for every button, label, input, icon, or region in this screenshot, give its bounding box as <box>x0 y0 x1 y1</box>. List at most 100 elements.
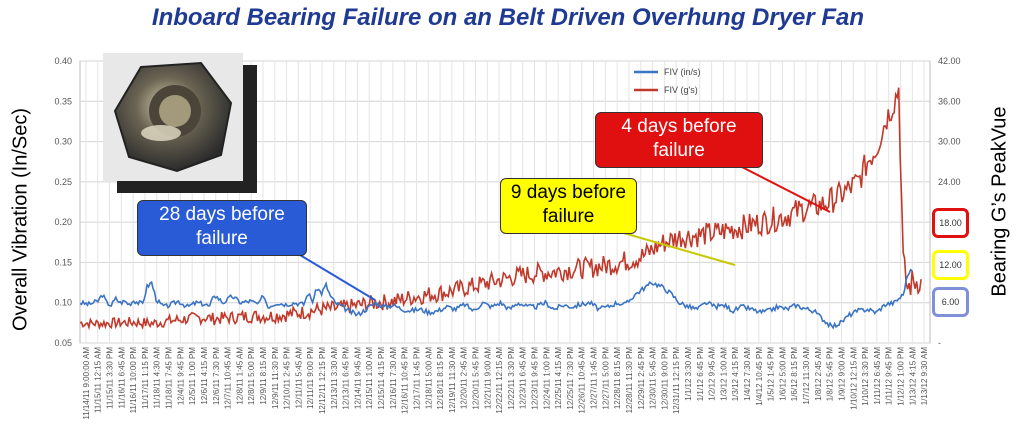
callout-28-days: 28 days before failure <box>137 200 307 256</box>
callout-9-days: 9 days before failure <box>500 178 637 234</box>
marker-18: 18.00 <box>932 208 969 238</box>
x-tick-label: 12/18/11 5:00 AM <box>424 347 433 409</box>
x-tick-label: 12/18/11 8:15 PM <box>436 347 445 410</box>
y-tick-label-right: 36.00 <box>938 96 961 106</box>
x-tick-label: 1/13/12 9:30 AM <box>920 347 929 406</box>
x-tick-label: 12/7/11 10:45 AM <box>224 347 233 409</box>
x-tick-label: 12/24/11 1:00 PM <box>542 347 551 410</box>
x-tick-label: 12/8/11 5:00 PM <box>247 347 256 405</box>
y-tick-label-left: 0.10 <box>54 298 72 308</box>
bearing-photo <box>103 53 243 181</box>
callout-pointer-4 <box>739 165 831 213</box>
x-tick-label: 1/1/12 6:45 PM <box>696 347 705 402</box>
y-tick-label-left: 0.15 <box>54 257 72 267</box>
x-tick-label: 12/28/11 8:15 AM <box>613 347 622 409</box>
x-tick-label: 11/15/11 12:15 AM <box>94 347 103 413</box>
x-tick-label: 12/29/11 2:45 PM <box>637 347 646 410</box>
x-tick-label: 1/11/12 9:45 PM <box>885 347 894 405</box>
x-tick-label: 11/14/11 9:00:00 AM <box>82 347 91 420</box>
x-tick-label: 12/16/11 10:45 PM <box>401 347 410 414</box>
x-tick-label: 12/30/11 5:45 AM <box>649 347 658 409</box>
page-title: Inboard Bearing Failure on an Belt Drive… <box>151 4 865 31</box>
x-tick-label: 1/5/12 1:45 PM <box>767 347 776 402</box>
x-tick-label: 1/2/12 9:45 AM <box>708 347 717 401</box>
series-line <box>79 268 913 330</box>
y-tick-label-left: 0.40 <box>54 56 72 66</box>
x-tick-label: 1/6/12 5:00 AM <box>778 347 787 401</box>
legend-label: FIV (g's) <box>664 85 698 95</box>
x-tick-label: 1/10/12 12:15 AM <box>849 347 858 410</box>
x-tick-label: 1/10/12 3:30 PM <box>861 347 870 406</box>
x-tick-label: 12/23/11 9:45 PM <box>531 347 540 410</box>
x-tick-label: 12/4/11 9:45 PM <box>176 347 185 405</box>
x-tick-label: 1/3/12 1:00 AM <box>719 347 728 401</box>
x-tick-label: 12/13/11 6:45 PM <box>342 347 351 410</box>
y-tick-label-right: 30.00 <box>938 137 961 147</box>
x-tick-label: 1/8/12 5:45 PM <box>826 347 835 402</box>
x-tick-label: 1/9/12 9:00 AM <box>837 347 846 401</box>
x-tick-label: 12/11/11 5:45 AM <box>294 347 303 409</box>
x-tick-label: 12/6/11 4:15 AM <box>200 347 209 405</box>
x-tick-label: 12/14/11 9:45 AM <box>353 347 362 409</box>
x-tick-label: 12/6/11 7:30 PM <box>212 347 221 405</box>
y-tick-label-right: 24.00 <box>938 177 961 187</box>
x-tick-label: 12/19/11 11:30 AM <box>448 347 457 413</box>
x-tick-label: 12/25/11 4:15 AM <box>554 347 563 409</box>
marker-6: 6.00 <box>932 287 969 317</box>
callout-pointer-28 <box>299 254 376 301</box>
x-tick-label: 12/9/11 11:30 PM <box>271 347 280 409</box>
x-tick-label: 12/22/11 12:15 AM <box>495 347 504 414</box>
x-tick-label: 12/10/11 2:45 PM <box>283 347 292 410</box>
x-tick-label: 12/11/11 9:00 PM <box>306 347 315 409</box>
y-tick-label-left: 0.05 <box>54 338 72 348</box>
x-tick-label: 12/8/11 1:45 AM <box>235 347 244 405</box>
callout-4-days: 4 days before failure <box>595 112 763 168</box>
y-tick-label-right: - <box>938 338 941 348</box>
x-tick-label: 12/27/11 5:00 PM <box>601 347 610 410</box>
x-tick-label: 12/20/11 2:45 AM <box>460 347 469 409</box>
x-tick-label: 12/16/11 7:30 AM <box>389 347 398 409</box>
x-tick-label: 11/17/11 1:15 PM <box>141 347 150 409</box>
marker-12: 12.00 <box>932 250 969 280</box>
x-tick-label: 12/22/11 3:30 PM <box>507 347 516 410</box>
y-tick-label-left: 0.20 <box>54 217 72 227</box>
callout-pointer-9 <box>619 231 736 266</box>
x-tick-label: 12/12/11 12:15 PM <box>318 347 327 414</box>
x-tick-label: 12/17/11 1:45 PM <box>412 347 421 410</box>
x-tick-label: 11/16/11 10:00 PM <box>129 347 138 414</box>
x-tick-label: 12/23/11 6:45 AM <box>519 347 528 409</box>
y-tick-label-left: 0.35 <box>54 96 72 106</box>
x-tick-label: 1/13/12 4:15 AM <box>908 347 917 406</box>
x-tick-label: 12/20/11 5:45 PM <box>471 347 480 410</box>
y-tick-label-left: 0.25 <box>54 177 72 187</box>
x-tick-label: 1/12/12 1:00 PM <box>896 347 905 406</box>
x-tick-label: 12/5/11 1:00 PM <box>188 347 197 405</box>
x-tick-label: 12/25/11 7:30 PM <box>566 347 575 410</box>
x-tick-label: 1/3/12 4:15 PM <box>731 347 740 402</box>
y-tick-label-right: 42.00 <box>938 56 961 66</box>
y-tick-label-left: 0.30 <box>54 137 72 147</box>
x-tick-label: 1/4/12 7:30 AM <box>743 347 752 401</box>
x-tick-label: 1/11/12 6:45 AM <box>873 347 882 405</box>
x-tick-label: 1/6/12 8:15 PM <box>790 347 799 402</box>
x-tick-label: 1/1/12 3:30 AM <box>684 347 693 401</box>
x-tick-label: 11/16/11 6:45 AM <box>117 347 126 409</box>
legend-label: FIV (in/s) <box>664 67 701 77</box>
x-tick-label: 12/31/11 12:15 PM <box>672 347 681 414</box>
x-tick-label: 1/4/12 10:45 PM <box>755 347 764 406</box>
x-tick-label: 12/26/11 10:45 AM <box>578 347 587 414</box>
x-tick-label: 12/9/11 8:15 AM <box>259 347 268 405</box>
x-tick-label: 1/7/12 11:30 AM <box>802 347 811 405</box>
x-tick-label: 12/27/11 1:45 AM <box>590 347 599 409</box>
x-tick-label: 1/8/12 2:45 AM <box>814 347 823 401</box>
x-tick-label: 11/18/11 4:30 AM <box>153 347 162 409</box>
x-tick-label: 12/15/11 1:00 AM <box>365 347 374 409</box>
x-tick-label: 12/15/11 4:15 PM <box>377 347 386 410</box>
x-tick-label: 11/18/11 7:45 PM <box>165 347 174 409</box>
x-tick-label: 12/30/11 9:00 PM <box>660 347 669 410</box>
series-line <box>79 87 922 331</box>
x-tick-label: 11/15/11 3:30 PM <box>106 347 115 409</box>
bearing-image <box>103 53 243 181</box>
x-tick-label: 12/21/11 9:00 AM <box>483 347 492 409</box>
x-tick-label: 12/28/11 11:30 PM <box>625 347 634 414</box>
